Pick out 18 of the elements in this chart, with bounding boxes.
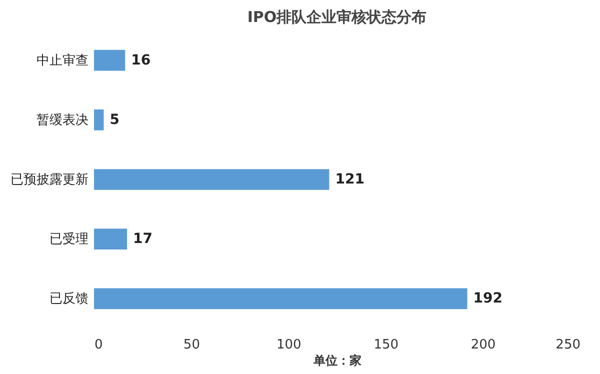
x-tick-label: 0 bbox=[94, 338, 103, 352]
data-label: 16 bbox=[131, 52, 151, 68]
chart-title: IPO排队企业审核状态分布 bbox=[247, 8, 427, 26]
x-tick-label: 100 bbox=[276, 338, 302, 352]
y-tick-label: 暂缓表决 bbox=[36, 112, 88, 128]
x-tick-label: 150 bbox=[374, 338, 399, 352]
y-tick-label: 已反馈 bbox=[50, 292, 88, 307]
x-tick-label: 250 bbox=[556, 338, 580, 352]
y-tick-label: 已预披露更新 bbox=[10, 172, 88, 188]
y-tick-label: 已受理 bbox=[50, 232, 88, 248]
data-label: 192 bbox=[473, 290, 502, 307]
data-label: 5 bbox=[110, 112, 120, 128]
data-label: 121 bbox=[335, 172, 364, 188]
x-tick-label: 200 bbox=[470, 338, 496, 352]
y-tick-label: 中止审查 bbox=[36, 52, 88, 68]
data-label: 17 bbox=[133, 231, 153, 248]
x-tick-label: 50 bbox=[183, 338, 200, 352]
x-axis-title: 单位：家 bbox=[312, 354, 362, 368]
